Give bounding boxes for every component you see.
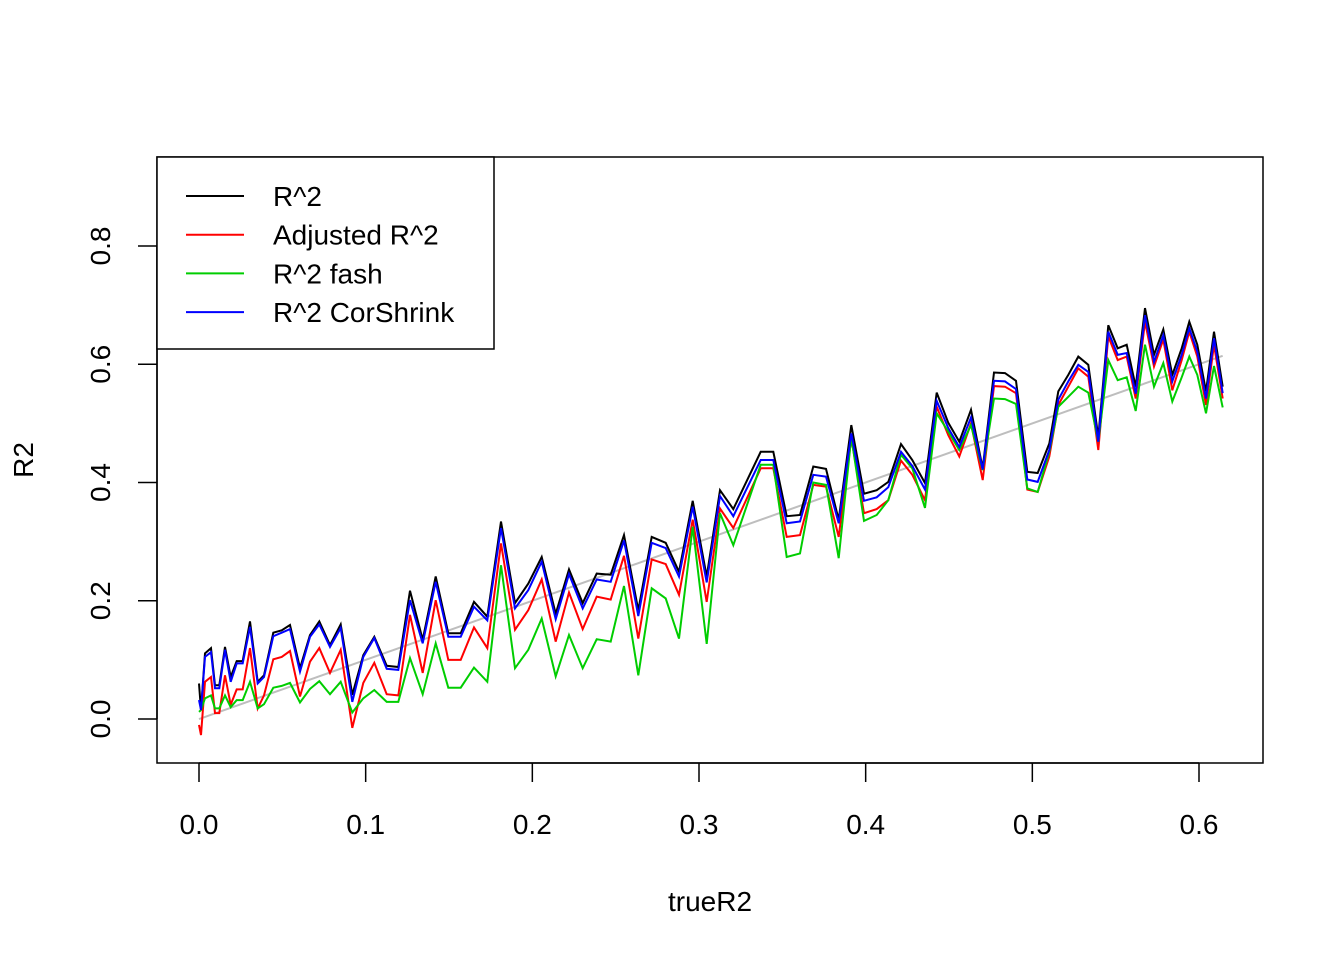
legend: R^2 Adjusted R^2 R^2 fash R^2 CorShrink [156, 156, 495, 350]
x-axis-label: trueR2 [668, 886, 752, 917]
series-line-1 [198, 321, 1224, 736]
x-tick-label: 0.1 [346, 809, 385, 840]
x-tick-label: 0.2 [513, 809, 552, 840]
series-line-0 [198, 307, 1224, 711]
reference-line [198, 354, 1224, 720]
legend-label-1: Adjusted R^2 [273, 220, 439, 251]
x-tick-label: 0.4 [846, 809, 885, 840]
y-tick-label: 0.8 [85, 227, 116, 266]
legend-label-0: R^2 [273, 181, 322, 212]
legend-box [156, 156, 495, 350]
y-tick-label: 0.6 [85, 345, 116, 384]
series-line-2 [198, 344, 1224, 715]
y-tick-label: 0.4 [85, 463, 116, 502]
x-tick-label: 0.5 [1013, 809, 1052, 840]
y-axis: 0.0 0.2 0.4 0.6 0.8 [85, 227, 158, 739]
y-axis-label: R2 [8, 442, 39, 478]
y-tick-label: 0.2 [85, 581, 116, 620]
x-tick-label: 0.3 [680, 809, 719, 840]
x-tick-label: 0.0 [180, 809, 219, 840]
legend-label-2: R^2 fash [273, 258, 383, 289]
x-tick-label: 0.6 [1180, 809, 1219, 840]
series-line-3 [198, 315, 1224, 711]
y-tick-label: 0.0 [85, 700, 116, 739]
x-axis: 0.0 0.1 0.2 0.3 0.4 0.5 0.6 [180, 762, 1219, 840]
legend-label-3: R^2 CorShrink [273, 297, 455, 328]
